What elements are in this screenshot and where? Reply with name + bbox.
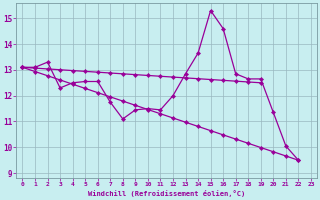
- X-axis label: Windchill (Refroidissement éolien,°C): Windchill (Refroidissement éolien,°C): [88, 190, 245, 197]
